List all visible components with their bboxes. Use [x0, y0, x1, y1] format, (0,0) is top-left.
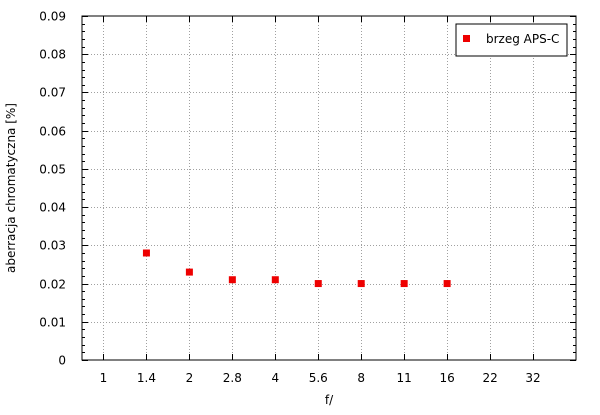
y-tick-label: 0.03	[39, 239, 66, 253]
x-tick-label: 2	[186, 371, 194, 385]
data-point	[357, 280, 365, 288]
x-axis-tick-labels: 1 1.4 2 2.8 4 5.6 8 11 16 22 32	[100, 371, 541, 385]
y-tick-label: 0.07	[39, 86, 66, 100]
x-tick-label: 5.6	[309, 371, 328, 385]
y-tick-label: 0	[58, 354, 66, 368]
x-tick-label: 11	[397, 371, 412, 385]
x-tick-label: 22	[482, 371, 497, 385]
data-points	[142, 249, 451, 288]
legend-marker-square-icon	[463, 35, 470, 42]
legend: brzeg APS-C	[455, 23, 568, 57]
y-tick-label: 0.02	[39, 278, 66, 292]
x-tick-label: 8	[357, 371, 365, 385]
data-point	[142, 249, 150, 257]
x-tick-label: 16	[439, 371, 454, 385]
y-tick-label: 0.08	[39, 48, 66, 62]
y-tick-label: 0.04	[39, 201, 66, 215]
x-tick-label: 32	[525, 371, 540, 385]
x-tick-label: 2.8	[223, 371, 242, 385]
data-point	[314, 280, 322, 288]
y-axis-title: aberracja chromatyczna [%]	[4, 103, 18, 273]
y-tick-label: 0.06	[39, 125, 66, 139]
y-tick-label: 0.09	[39, 10, 66, 24]
data-point	[400, 280, 408, 288]
y-tick-label: 0.01	[39, 316, 66, 330]
legend-box	[455, 23, 568, 57]
x-tick-label: 4	[271, 371, 279, 385]
x-tick-label: 1.4	[137, 371, 156, 385]
legend-label: brzeg APS-C	[486, 32, 559, 46]
y-axis-tick-labels: 0 0.01 0.02 0.03 0.04 0.05 0.06 0.07 0.08 0.09	[39, 10, 66, 368]
data-point	[185, 268, 193, 276]
y-tick-label: 0.05	[39, 163, 66, 177]
plot-frame	[81, 15, 577, 361]
x-tick-label: 1	[100, 371, 108, 385]
data-point	[443, 280, 451, 288]
axis-ticks	[82, 16, 576, 361]
data-point	[228, 276, 236, 284]
x-axis-title: f/	[325, 393, 334, 407]
data-point	[271, 276, 279, 284]
